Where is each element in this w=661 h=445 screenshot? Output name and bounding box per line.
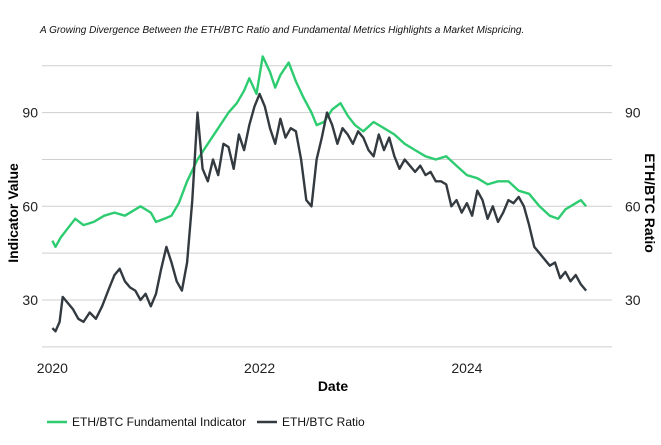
y2-tick-label: 90 [625,105,641,121]
series-line-fundamental [51,55,588,249]
x-axis-ticks: 2020 2022 2024 [37,360,483,376]
x-axis-title: Date [318,378,349,394]
x-tick-label: 2024 [451,360,482,376]
legend-label-ratio: ETH/BTC Ratio [282,415,365,429]
y2-axis-ticks: 30 60 90 [625,105,641,308]
y2-tick-label: 30 [625,292,641,308]
x-tick-label: 2022 [244,360,275,376]
y2-tick-label: 60 [625,198,641,214]
x-tick-label: 2020 [37,360,68,376]
y-axis-title: Indicator Value [5,163,21,263]
y-axis-ticks: 30 60 90 [22,105,38,308]
y-tick-label: 60 [22,198,38,214]
series-layer [51,55,588,333]
legend: ETH/BTC Fundamental Indicator ETH/BTC Ra… [47,415,365,429]
y2-axis-title: ETH/BTC Ratio [642,153,658,253]
y-tick-label: 90 [22,105,38,121]
gridlines [42,65,612,348]
chart-title: A Growing Divergence Between the ETH/BTC… [39,25,524,36]
series-line-ratio [51,92,588,333]
y-tick-label: 30 [22,292,38,308]
legend-label-fundamental: ETH/BTC Fundamental Indicator [72,415,246,429]
